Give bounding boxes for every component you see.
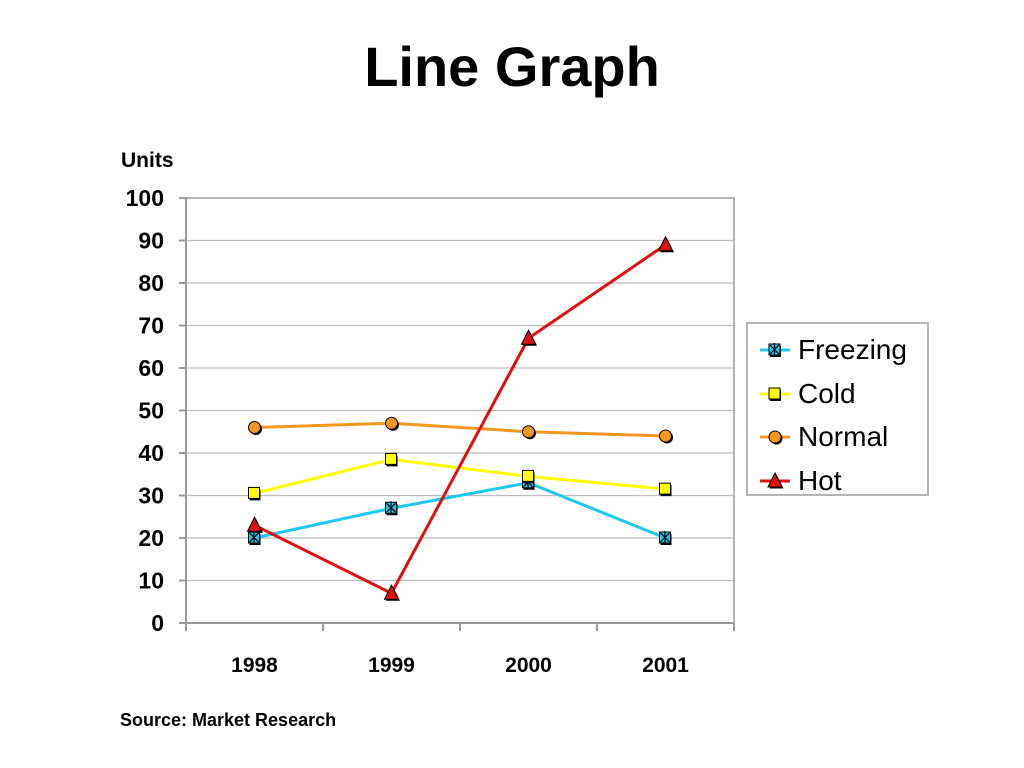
series-line-normal [254,421,666,438]
x-tick-label: 1999 [368,654,415,677]
legend-marker-normal [768,430,783,445]
y-tick-label: 60 [138,355,164,381]
legend-marker-cold [768,387,781,401]
data-point-freezing [385,501,398,516]
data-point-hot [520,329,537,346]
y-tick-label: 40 [138,440,164,466]
y-axis-label: Units [121,149,174,172]
legend-swatch-normal [760,430,790,445]
legend-item-cold: Cold [758,376,930,416]
y-tick-label: 80 [138,270,164,296]
data-point-hot [657,235,674,253]
y-tick-label: 100 [126,185,164,211]
legend-swatch-freezing [760,343,790,357]
y-tick-label: 90 [138,228,164,254]
data-point-cold [248,486,261,501]
y-tick-label: 30 [138,483,164,509]
legend-swatch-hot [760,471,790,488]
data-point-normal [659,429,673,444]
series-group [246,235,674,601]
legend-label: Hot [798,464,842,496]
grid-lines [186,239,734,582]
y-tick-label: 20 [138,525,164,551]
legend-item-freezing: Freezing [758,332,930,372]
y-tick-label: 10 [138,568,164,594]
legend-item-normal: Normal [758,419,930,459]
legend-label: Normal [798,421,889,452]
y-tick-label: 0 [151,610,164,636]
source-note: Source: Market Research [120,710,337,730]
series-line-hot [253,243,667,595]
tick-labels: 0 10 20 30 40 50 60 70 80 90 100 1998 1999 2000 2001 [126,185,690,677]
legend-label: Freezing [798,334,907,365]
legend-marker-hot [767,471,784,488]
y-tick-label: 70 [138,313,164,339]
data-point-hot [383,584,400,601]
axes [179,197,735,631]
legend-swatch-cold [760,387,790,401]
y-tick-label: 50 [138,398,164,424]
data-point-cold [522,469,535,484]
legend-label: Cold [798,377,856,409]
data-point-normal [248,421,262,435]
legend-item-hot: Hot [758,463,930,503]
data-point-hot [246,516,263,533]
series-line-freezing [254,481,667,540]
chart-title: Line Graph [364,35,660,98]
legend-marker-freezing [768,343,781,357]
data-point-freezing [659,531,672,545]
data-point-cold [385,452,398,467]
data-point-normal [522,425,536,440]
data-point-cold [659,482,672,497]
legend: Freezing Cold Normal Hot [746,322,929,496]
x-tick-label: 1998 [231,654,278,677]
data-point-freezing [248,531,261,545]
data-point-normal [385,416,399,431]
x-tick-label: 2001 [642,654,689,677]
x-tick-label: 2000 [505,654,552,677]
